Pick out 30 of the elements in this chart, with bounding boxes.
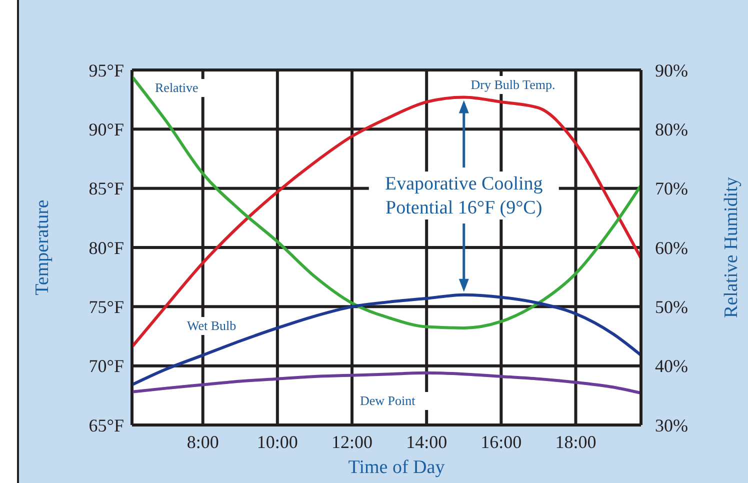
x-tick-label: 12:00 — [332, 432, 373, 452]
series-label: Relative — [155, 80, 199, 95]
series-label: Dew Point — [360, 393, 416, 408]
y2-tick-label: 50% — [655, 297, 688, 318]
y-tick-label: 70°F — [88, 356, 124, 376]
y2-tick-label: 60% — [655, 238, 688, 258]
y2-tick-label: 80% — [655, 120, 688, 140]
y-tick-label: 80°F — [88, 238, 124, 258]
y2-tick-label: 40% — [655, 356, 688, 376]
annotation: Evaporative Cooling Potential 16°F (9°C) — [384, 174, 544, 218]
y2-tick-label: 70% — [655, 178, 688, 199]
y2-tick-label: 90% — [655, 60, 688, 80]
y2-tick-label: 30% — [655, 415, 688, 436]
x-tick-label: 10:00 — [256, 432, 298, 452]
series-label: Wet Bulb — [187, 318, 236, 333]
x-tick-label: 18:00 — [555, 432, 596, 452]
y-tick-label: 95°F — [88, 60, 124, 80]
y-tick-label: 85°F — [88, 178, 124, 199]
y-tick-label: 75°F — [88, 297, 124, 318]
x-tick-label: 8:00 — [186, 432, 219, 452]
y-tick-label: 90°F — [88, 120, 124, 140]
y-axis-title: Temperature — [32, 200, 53, 296]
line-series — [132, 371, 641, 395]
series-label: Dry Bulb Temp. — [470, 77, 556, 92]
line-series — [132, 293, 641, 386]
y-tick-label: 65°F — [88, 415, 124, 436]
x-axis-title: Time of Day — [348, 457, 446, 478]
x-tick-label: 14:00 — [406, 432, 448, 452]
x-tick-label: 16:00 — [480, 432, 522, 452]
y2-axis-title: Relative Humidity — [721, 176, 742, 318]
